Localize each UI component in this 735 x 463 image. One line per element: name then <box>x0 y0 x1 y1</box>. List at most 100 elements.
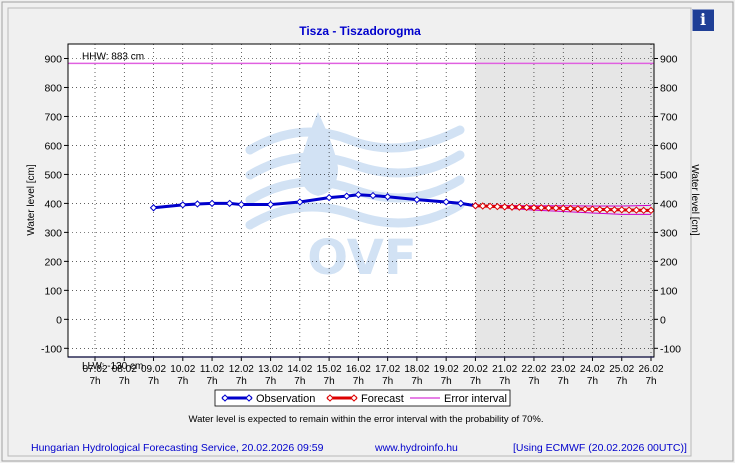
y-tick-label-right: 300 <box>660 227 678 239</box>
observation-point <box>354 190 363 199</box>
observation-point <box>342 192 351 200</box>
x-tick-label-date: 13.02 <box>258 364 283 375</box>
footer-model-info: [Using ECMWF (20.02.2026 00UTC)] <box>513 442 687 454</box>
x-tick-label-hour: 7h <box>558 376 569 387</box>
footer-service: Hungarian Hydrological Forecasting Servi… <box>31 442 324 454</box>
y-tick-label-left: 300 <box>44 227 62 239</box>
x-tick-label-date: 07.02 <box>82 364 107 375</box>
x-tick-label-hour: 7h <box>119 376 130 387</box>
forecast-point <box>552 204 560 212</box>
watermark-text: OVF <box>307 230 416 286</box>
forecast-point <box>632 206 641 214</box>
x-tick-label-hour: 7h <box>265 376 276 387</box>
forecast-point <box>508 203 516 211</box>
x-tick-label-date: 11.02 <box>200 364 225 375</box>
forecast-period-band <box>475 44 654 357</box>
watermark-wave <box>245 125 465 155</box>
forecast-point <box>559 204 567 213</box>
x-tick-label-hour: 7h <box>294 376 305 387</box>
x-tick-label-date: 08.02 <box>112 364 137 375</box>
y-tick-label-left: 0 <box>56 314 62 326</box>
legend-marker-observation <box>245 394 253 402</box>
forecast-point <box>479 202 487 210</box>
observation-point <box>149 204 158 212</box>
y-tick-label-left: 700 <box>44 111 62 123</box>
legend-label-forecast: Forecast <box>361 393 404 405</box>
x-tick-label-date: 20.02 <box>463 364 488 375</box>
watermark-drop <box>300 112 338 196</box>
forecast-point <box>588 205 597 213</box>
x-tick-label-hour: 7h <box>89 376 100 387</box>
forecast-point <box>530 204 538 212</box>
x-tick-label-date: 14.02 <box>287 364 312 375</box>
footer-website-link[interactable]: www.hydroinfo.hu <box>374 442 458 454</box>
x-tick-label-date: 17.02 <box>375 364 400 375</box>
observation-point <box>266 200 275 209</box>
legend-label-observation: Observation <box>256 393 315 405</box>
x-tick-label-date: 10.02 <box>170 364 195 375</box>
x-tick-label-hour: 7h <box>441 376 452 387</box>
x-tick-label-date: 26.02 <box>638 364 663 375</box>
plot-frame <box>67 43 655 358</box>
x-tick-label-date: 16.02 <box>346 364 371 375</box>
ovf-watermark: OVF <box>245 112 465 286</box>
panel-inner-border <box>7 7 692 457</box>
x-tick-label-hour: 7h <box>499 376 510 387</box>
forecast-point <box>581 205 589 213</box>
legend-marker-observation <box>221 394 229 402</box>
watermark-wave <box>245 175 465 205</box>
plot-area: OVF -100 -100 0 0 100 100 200 200 300 300 400 400 500… <box>41 43 681 387</box>
x-tick-label-hour: 7h <box>528 376 539 387</box>
y-tick-label-left: 100 <box>44 285 62 297</box>
observation-point <box>325 193 333 202</box>
x-tick-label-date: 23.02 <box>551 364 576 375</box>
forecast-point <box>639 206 648 215</box>
forecast-point <box>596 205 604 214</box>
forecast-point <box>471 202 480 210</box>
y-tick-label-right: 500 <box>660 169 678 181</box>
observation-point <box>296 198 304 206</box>
forecast-point <box>500 203 509 211</box>
y-tick-label-left: 900 <box>44 53 62 65</box>
legend-marker-forecast <box>326 394 334 402</box>
x-tick-label-date: 15.02 <box>317 364 342 375</box>
forecast-point <box>603 205 611 214</box>
y-tick-label-right: 0 <box>660 314 666 326</box>
y-axis-label-right: Water level [cm] <box>689 164 700 236</box>
forecast-point <box>537 204 545 212</box>
x-tick-label-hour: 7h <box>177 376 188 387</box>
y-tick-label-right: -100 <box>660 343 681 355</box>
observation-point <box>237 200 246 209</box>
observation-point <box>369 191 377 200</box>
y-tick-label-right: 100 <box>660 285 678 297</box>
legend-label-error_interval: Error interval <box>444 393 507 405</box>
forecast-point <box>522 203 531 212</box>
watermark-wave <box>245 200 465 230</box>
legend-box <box>214 389 511 407</box>
x-tick-label-date: 21.02 <box>492 364 517 375</box>
hhw-label: HHW: 883 cm <box>82 51 144 62</box>
llw-label: LLW: -130 cm <box>82 361 143 372</box>
forecast-point <box>566 204 575 213</box>
x-tick-label-date: 22.02 <box>521 364 546 375</box>
legend: Observation Forecast Error interval <box>214 389 511 407</box>
observation-point <box>208 199 216 208</box>
y-tick-label-right: 700 <box>660 111 678 123</box>
x-tick-label-hour: 7h <box>353 376 364 387</box>
y-tick-label-right: 900 <box>660 53 678 65</box>
observation-point <box>413 195 421 204</box>
info-icon[interactable]: i <box>692 9 714 31</box>
x-tick-label-date: 09.02 <box>141 364 166 375</box>
x-tick-label-hour: 7h <box>616 376 627 387</box>
y-tick-label-right: 400 <box>660 198 678 210</box>
x-tick-label-hour: 7h <box>470 376 481 387</box>
forecast-point <box>647 206 655 215</box>
y-tick-label-left: 500 <box>44 169 62 181</box>
x-tick-label-date: 25.02 <box>609 364 634 375</box>
observation-point <box>179 201 187 209</box>
observation-point <box>383 193 392 201</box>
probability-note: Water level is expected to remain within… <box>188 414 543 425</box>
x-tick-label-hour: 7h <box>236 376 247 387</box>
forecast-point <box>574 205 582 213</box>
